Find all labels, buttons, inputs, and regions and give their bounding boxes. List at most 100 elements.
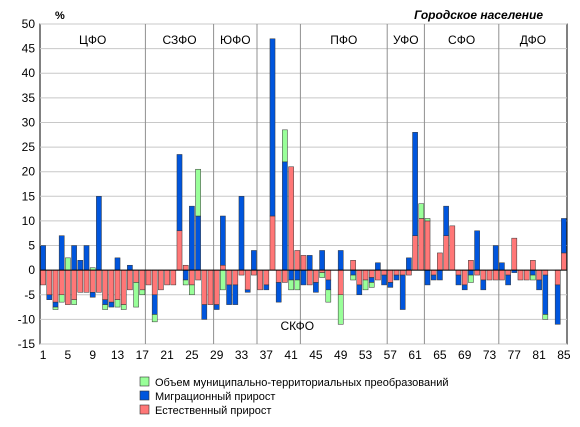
bar-segment	[306, 255, 313, 271]
bar-segment	[201, 269, 208, 305]
bar-segment	[213, 304, 220, 310]
bar-segment	[368, 269, 375, 278]
x-tick-label: 13	[111, 348, 125, 362]
y-tick-label: 20	[22, 165, 36, 179]
bar-segment	[418, 218, 425, 271]
bar-segment	[300, 255, 307, 271]
bar-segment	[368, 277, 375, 283]
bar-segment	[387, 282, 394, 288]
bar-segment	[387, 269, 394, 283]
bar-segment	[238, 269, 245, 276]
bar-segment	[189, 284, 195, 296]
bar-segment	[561, 218, 567, 254]
x-tick-label: 9	[89, 348, 96, 362]
bar-segment	[89, 269, 96, 293]
bar-segment	[430, 274, 437, 281]
bar-segment	[102, 299, 108, 305]
bar-segment	[71, 299, 77, 305]
bar-segment	[536, 269, 542, 281]
bar-segment	[275, 269, 282, 283]
bar-segment	[350, 269, 356, 276]
bar-segment	[424, 220, 431, 271]
bar-segment	[492, 245, 499, 271]
legend-label: Объем муниципально-территориальных преоб…	[155, 377, 449, 389]
bar-segment	[244, 269, 251, 291]
bar-segment	[96, 269, 102, 293]
bar-segment	[244, 289, 251, 293]
bar-segment	[158, 269, 164, 291]
x-tick-label: 45	[309, 348, 323, 362]
bar-segment	[102, 269, 108, 300]
legend-swatch	[139, 376, 150, 387]
legend-swatch	[139, 404, 150, 415]
bar-segment	[480, 279, 487, 291]
bar-segment	[195, 269, 201, 281]
bar-segment	[381, 274, 387, 286]
bar-segment	[282, 129, 288, 163]
bar-segment	[114, 269, 121, 300]
bar-segment	[455, 269, 462, 276]
x-tick-label: 1	[40, 348, 47, 362]
bar-segment	[226, 269, 232, 286]
bar-segment	[176, 230, 183, 271]
x-tick-label: 25	[185, 348, 199, 362]
bar-segment	[288, 269, 294, 281]
bar-segment	[65, 269, 71, 305]
bar-segment	[412, 235, 418, 271]
bar-segment	[337, 294, 344, 325]
bar-segment	[468, 274, 474, 283]
bar-segment	[282, 269, 288, 283]
bar-segment	[443, 205, 449, 236]
bar-segment	[542, 314, 549, 320]
bar-segment	[232, 284, 239, 305]
x-tick-label: 21	[160, 348, 174, 362]
x-tick-label: 61	[408, 348, 422, 362]
legend-swatch	[139, 390, 150, 401]
legend: Объем муниципально-территориальных преоб…	[139, 376, 449, 417]
x-tick-label: 77	[508, 348, 522, 362]
bar-segment	[350, 274, 356, 281]
bar-segment	[182, 264, 189, 271]
bar-segment	[232, 269, 239, 286]
y-tick-label: 5	[28, 239, 35, 253]
bar-segment	[288, 279, 294, 291]
bar-segment	[517, 269, 524, 281]
x-tick-label: 85	[557, 348, 571, 362]
bar-segment	[83, 245, 90, 271]
chart-title: Городское население	[414, 8, 543, 22]
bar-segment	[201, 304, 208, 320]
bar-segment	[127, 264, 133, 271]
bar-segment	[195, 168, 201, 217]
bar-segment	[368, 282, 375, 288]
bar-segment	[319, 250, 325, 271]
bar-segment	[263, 284, 270, 291]
bar-segment	[362, 279, 369, 291]
bar-segment	[127, 269, 133, 291]
bar-segment	[220, 215, 226, 266]
bar-segment	[430, 269, 437, 276]
bar-segment	[71, 245, 77, 271]
bar-segment	[288, 166, 294, 271]
bar-segment	[145, 269, 152, 286]
bar-segment	[406, 269, 412, 276]
district-label: СФО	[448, 33, 475, 47]
bar-segment	[461, 269, 468, 286]
bar-segment	[114, 299, 121, 308]
bar-segment	[58, 235, 65, 271]
x-tick-label: 29	[210, 348, 224, 362]
bar-segment	[176, 154, 183, 232]
bar-segment	[269, 38, 276, 217]
bar-segment	[375, 262, 381, 271]
y-tick-label: 25	[22, 140, 36, 154]
bar-segment	[418, 203, 425, 219]
bar-segment	[151, 269, 158, 296]
bar-segment	[381, 269, 387, 276]
y-tick-label: 10	[22, 214, 36, 228]
bar-segment	[189, 205, 195, 271]
y-tick-label: 35	[22, 91, 36, 105]
bar-segment	[319, 272, 325, 278]
bar-segment	[474, 230, 480, 271]
bar-segment	[189, 269, 195, 286]
y-tick-label: 15	[22, 189, 36, 203]
district-label: ПФО	[330, 33, 357, 47]
